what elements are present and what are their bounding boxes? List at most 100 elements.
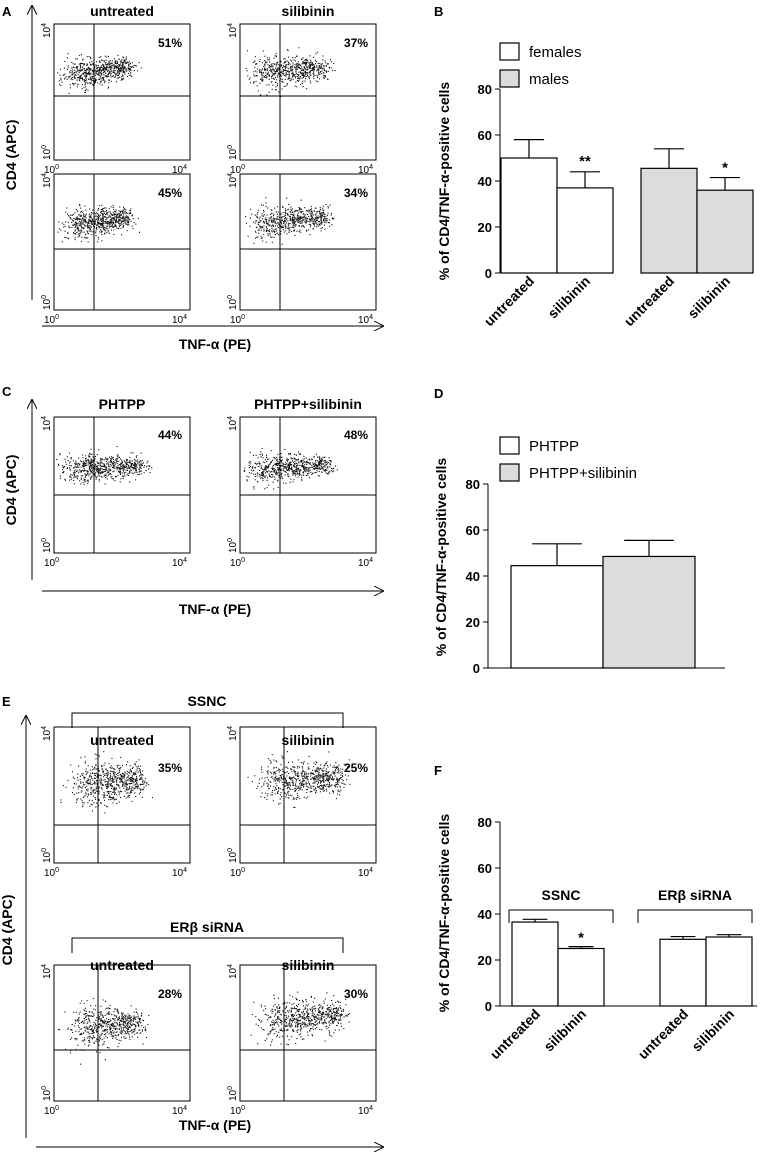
tick-label-x-min: 100	[44, 1105, 59, 1117]
y-tick-label: 80	[466, 477, 480, 492]
group-bracket-label: ERβ siRNA	[170, 919, 244, 935]
y-tick-label: 0	[485, 999, 492, 1014]
flow-plot-percent: 35%	[158, 761, 182, 775]
x-tick-label: untreated	[487, 1006, 543, 1062]
bar	[697, 190, 753, 273]
group-bracket-label: SSNC	[188, 693, 227, 709]
legend-label: females	[529, 44, 582, 61]
y-axis-label: CD4 (APC)	[3, 455, 19, 526]
y-tick-label: 80	[478, 815, 492, 830]
tick-label-x-min: 100	[230, 557, 245, 569]
plot-frame	[54, 965, 190, 1101]
flow-plot-percent: 51%	[158, 36, 182, 50]
tick-label-x-min: 100	[44, 867, 59, 879]
panel-a: CD4 (APC) TNF-α (PE) untreated 51% 10010…	[3, 3, 383, 352]
y-axis-label: CD4 (APC)	[0, 895, 15, 966]
bar	[706, 937, 752, 1006]
scatter-cloud	[246, 47, 336, 97]
legend-label: PHTPP+silibinin	[529, 465, 637, 482]
tick-label-x-max: 104	[358, 1105, 373, 1117]
scatter-cloud	[58, 204, 141, 243]
tick-label-x-min: 100	[44, 314, 59, 326]
flow-plot-percent: 37%	[344, 36, 368, 50]
y-axis-label: CD4 (APC)	[3, 120, 19, 191]
x-tick-label: untreated	[635, 1006, 691, 1062]
tick-label-x-max: 104	[172, 314, 187, 326]
tick-label-y-max: 104	[41, 964, 53, 979]
panel-label-d: D	[434, 386, 443, 401]
significance-marker: *	[578, 930, 584, 947]
group-bracket	[72, 713, 343, 728]
panel-label-e: E	[2, 694, 11, 709]
flow-plot-title: PHTPP+silibinin	[254, 396, 362, 412]
group-bracket	[72, 938, 343, 953]
bar	[558, 949, 604, 1007]
x-tick-label: silibinin	[544, 273, 593, 322]
flow-plot-title: untreated	[90, 3, 154, 19]
flow-plot-title: untreated	[90, 732, 154, 748]
x-axis-label: TNF-α (PE)	[179, 1117, 251, 1133]
tick-label-y-max: 104	[41, 726, 53, 741]
significance-marker: *	[722, 160, 728, 177]
tick-label-y-min: 100	[227, 295, 239, 310]
tick-label-y-min: 100	[227, 1086, 239, 1101]
flow-plot: untreated 35% 100 104 100 104	[41, 726, 190, 879]
y-tick-label: 60	[478, 861, 492, 876]
tick-label-y-min: 100	[41, 295, 53, 310]
y-tick-label: 20	[478, 953, 492, 968]
y-axis-label: % of CD4/TNF-α-positive cells	[436, 814, 452, 1013]
tick-label-x-max: 104	[172, 557, 187, 569]
bar	[512, 922, 558, 1006]
x-tick-label: silibinin	[540, 1006, 589, 1055]
y-tick-label: 60	[478, 128, 492, 143]
x-axis-label: TNF-α (PE)	[179, 336, 251, 352]
tick-label-y-min: 100	[41, 145, 53, 160]
bar	[641, 168, 697, 273]
flow-plot-percent: 48%	[344, 428, 368, 442]
y-tick-label: 20	[478, 220, 492, 235]
flow-plot-title: PHTPP	[99, 396, 146, 412]
tick-label-y-max: 104	[227, 416, 239, 431]
panel-c: CD4 (APC) TNF-α (PE) PHTPP 44% 100 104 100…	[3, 396, 383, 617]
flow-plot-percent: 28%	[158, 987, 182, 1001]
y-tick-label: 60	[466, 523, 480, 538]
group-bracket-label: ERβ siRNA	[658, 887, 732, 903]
scatter-cloud	[251, 992, 351, 1046]
tick-label-y-min: 100	[227, 848, 239, 863]
tick-label-y-min: 100	[41, 1086, 53, 1101]
panel-label-b: B	[434, 4, 443, 19]
flow-plot-percent: 25%	[344, 761, 368, 775]
tick-label-x-min: 100	[230, 1105, 245, 1117]
tick-label-x-max: 104	[172, 867, 187, 879]
bar	[557, 188, 613, 273]
tick-label-y-min: 100	[41, 848, 53, 863]
bar	[603, 556, 695, 668]
flow-plot-title: silibinin	[282, 732, 335, 748]
flow-plot-percent: 34%	[344, 186, 368, 200]
tick-label-x-min: 100	[44, 557, 59, 569]
y-axis-label: % of CD4/TNF-α-positive cells	[433, 458, 449, 657]
legend-swatch	[500, 437, 519, 454]
flow-plot-percent: 44%	[158, 428, 182, 442]
scatter-cloud	[245, 197, 334, 245]
scatter-cloud	[56, 446, 152, 485]
tick-label-x-min: 100	[230, 314, 245, 326]
y-tick-label: 20	[466, 615, 480, 630]
scatter-cloud	[60, 751, 153, 813]
y-tick-label: 0	[473, 661, 480, 676]
bar	[660, 939, 706, 1006]
panel-label-a: A	[2, 4, 12, 19]
tick-label-x-max: 104	[358, 557, 373, 569]
tick-label-x-max: 104	[358, 867, 373, 879]
x-axis-label: TNF-α (PE)	[179, 601, 251, 617]
panel-label-f: F	[434, 763, 442, 778]
tick-label-y-min: 100	[41, 538, 53, 553]
legend-swatch	[500, 43, 519, 60]
tick-label-x-max: 104	[172, 1105, 187, 1117]
plot-frame	[240, 965, 376, 1101]
